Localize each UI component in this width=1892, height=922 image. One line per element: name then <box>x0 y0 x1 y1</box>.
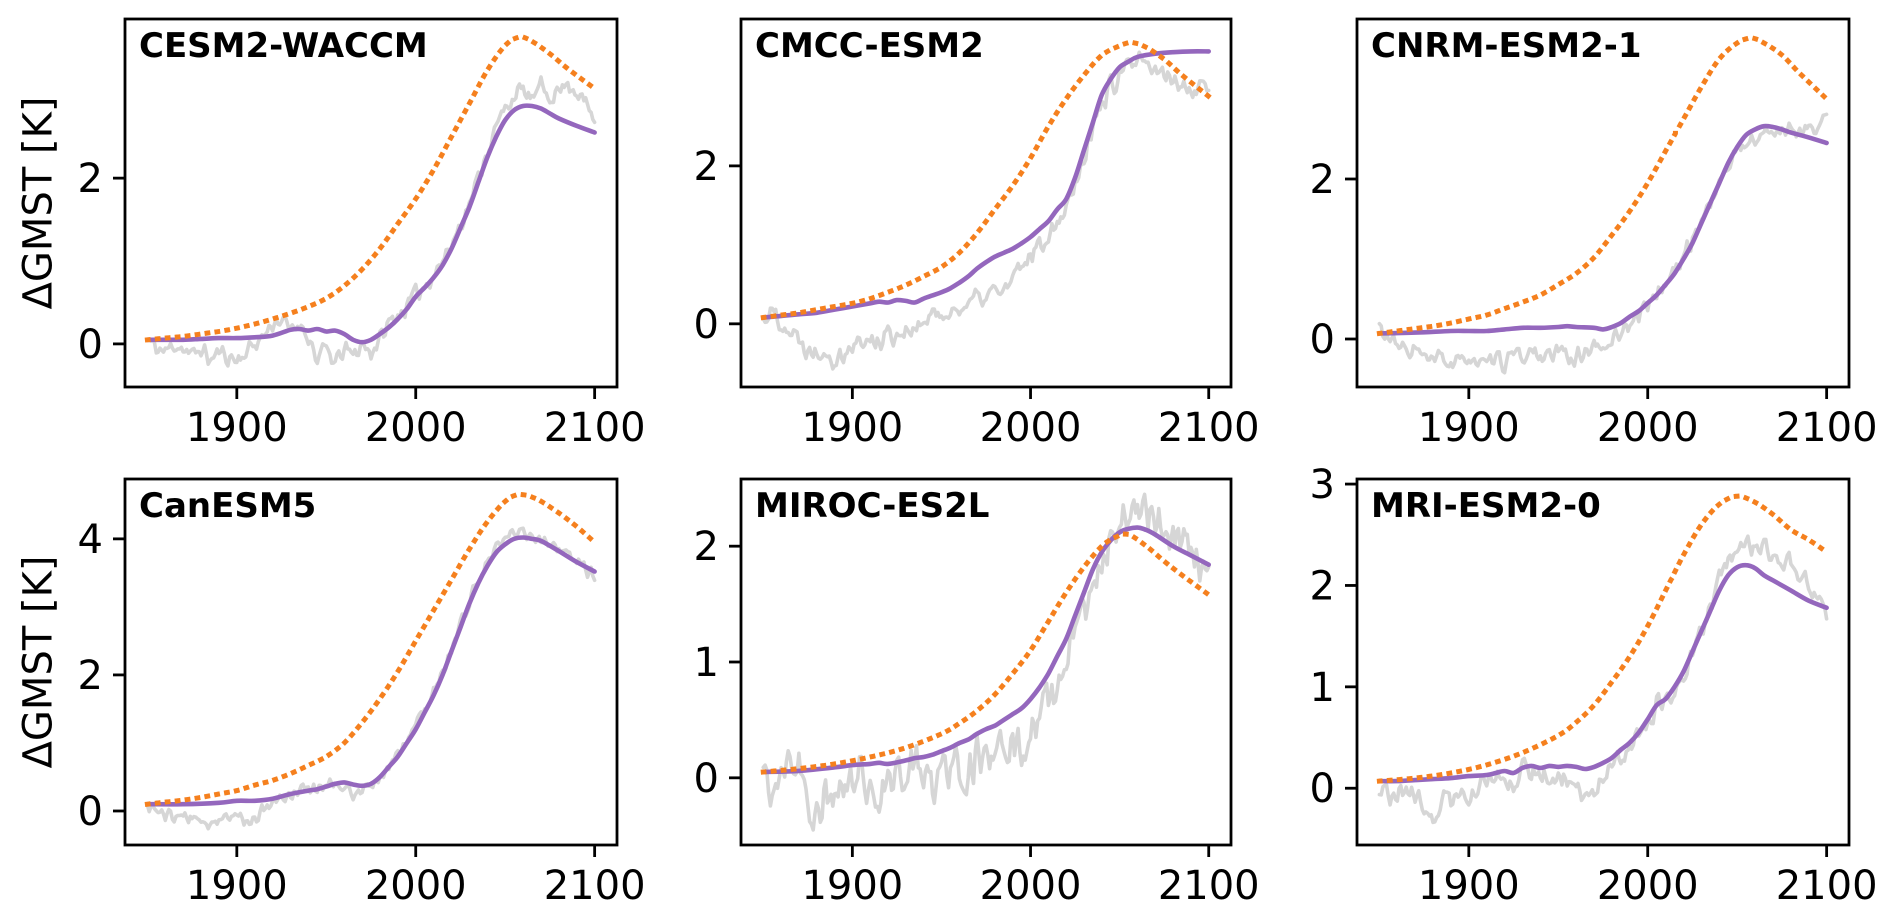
x-tick-label: 2000 <box>365 863 467 909</box>
axes-frame <box>739 17 1233 389</box>
y-tick-label: 1 <box>694 640 719 686</box>
panel-title-canesm5: CanESM5 <box>139 486 317 526</box>
emulated-gmst-line <box>760 531 1213 775</box>
panel-mri-esm2-0: 1900 2000 2100 0 1 2 3 <box>1310 462 1878 909</box>
y-tick-label: 0 <box>694 756 719 802</box>
emulated-gmst-line <box>144 492 599 808</box>
x-tick-label: 1900 <box>186 405 288 451</box>
x-tick-label: 2000 <box>1597 863 1699 909</box>
y-tick-label: 2 <box>694 144 719 190</box>
panel-cesm2-waccm: 1900 2000 2100 0 2 <box>78 17 646 451</box>
x-tick-label: 2000 <box>1597 405 1699 451</box>
x-tick-label: 2000 <box>980 405 1082 451</box>
y-tick-label: 0 <box>694 302 719 348</box>
y-tick-label: 1 <box>1310 665 1335 711</box>
y-axis-label-text: ΔGMST [K] <box>15 96 62 310</box>
x-tick-label: 1900 <box>186 863 288 909</box>
annual-gmst-line <box>761 50 1211 371</box>
smoothed-gmst-line <box>761 525 1211 775</box>
x-tick-label: 1900 <box>801 863 903 909</box>
x-tick-label: 1900 <box>1418 863 1520 909</box>
axes-frame <box>123 477 619 847</box>
emulated-gmst-line <box>1376 35 1831 337</box>
panel-title-cnrm-esm2-1: CNRM-ESM2-1 <box>1371 26 1642 66</box>
x-tick-label: 2000 <box>365 405 467 451</box>
y-tick-label: 2 <box>78 653 103 699</box>
y-tick-label: 2 <box>1310 157 1335 203</box>
y-axis-label-text: ΔGMST [K] <box>15 555 62 769</box>
smoothed-gmst-line <box>1377 562 1829 784</box>
x-tick-label: 2000 <box>980 863 1082 909</box>
annual-gmst-line <box>761 492 1211 832</box>
emulated-gmst-line <box>760 40 1213 321</box>
y-tick-label: 2 <box>694 524 719 570</box>
x-tick-label: 1900 <box>801 405 903 451</box>
panel-cnrm-esm2-1: 1900 2000 2100 0 2 <box>1310 17 1878 451</box>
x-tick-label: 2100 <box>1158 863 1260 909</box>
x-tick-label: 2100 <box>1158 405 1260 451</box>
x-tick-label: 2100 <box>1776 863 1878 909</box>
panel-title-miroc-es2l: MIROC-ES2L <box>755 486 990 526</box>
annual-gmst-line <box>145 75 597 368</box>
y-axis-label-row-2: ΔGMST [K] <box>6 479 70 845</box>
smoothed-gmst-line <box>761 49 1211 320</box>
y-axis-label-row-1: ΔGMST [K] <box>6 19 70 387</box>
axes-frame <box>1355 477 1851 847</box>
panel-title-cmcc-esm2: CMCC-ESM2 <box>755 26 984 66</box>
panel-miroc-es2l: 1900 2000 2100 0 1 2 <box>694 477 1260 909</box>
y-tick-label: 0 <box>1310 317 1335 363</box>
y-tick-label: 4 <box>78 517 103 563</box>
axes-frame <box>1355 17 1851 389</box>
y-tick-label: 3 <box>1310 462 1335 508</box>
y-tick-label: 0 <box>1310 766 1335 812</box>
panel-title-mri-esm2-0: MRI-ESM2-0 <box>1371 486 1601 526</box>
x-tick-label: 2100 <box>1776 405 1878 451</box>
y-tick-label: 2 <box>1310 563 1335 609</box>
panel-title-cesm2-waccm: CESM2-WACCM <box>139 26 428 66</box>
smoothed-gmst-line <box>1377 123 1829 336</box>
x-tick-label: 1900 <box>1418 405 1520 451</box>
emulated-gmst-line <box>144 34 599 343</box>
axes-frame <box>123 17 619 389</box>
smoothed-gmst-line <box>145 535 597 807</box>
panel-canesm5: 1900 2000 2100 0 2 4 <box>78 477 646 909</box>
annual-gmst-line <box>1377 534 1829 825</box>
x-tick-label: 2100 <box>544 405 646 451</box>
annual-gmst-line <box>1377 112 1829 375</box>
panel-cmcc-esm2: 1900 2000 2100 0 2 <box>694 17 1260 451</box>
smoothed-gmst-line <box>145 103 597 345</box>
y-tick-label: 0 <box>78 322 103 368</box>
x-tick-label: 2100 <box>544 863 646 909</box>
y-tick-label: 0 <box>78 789 103 835</box>
y-tick-label: 2 <box>78 156 103 202</box>
emulated-gmst-line <box>1376 493 1831 784</box>
